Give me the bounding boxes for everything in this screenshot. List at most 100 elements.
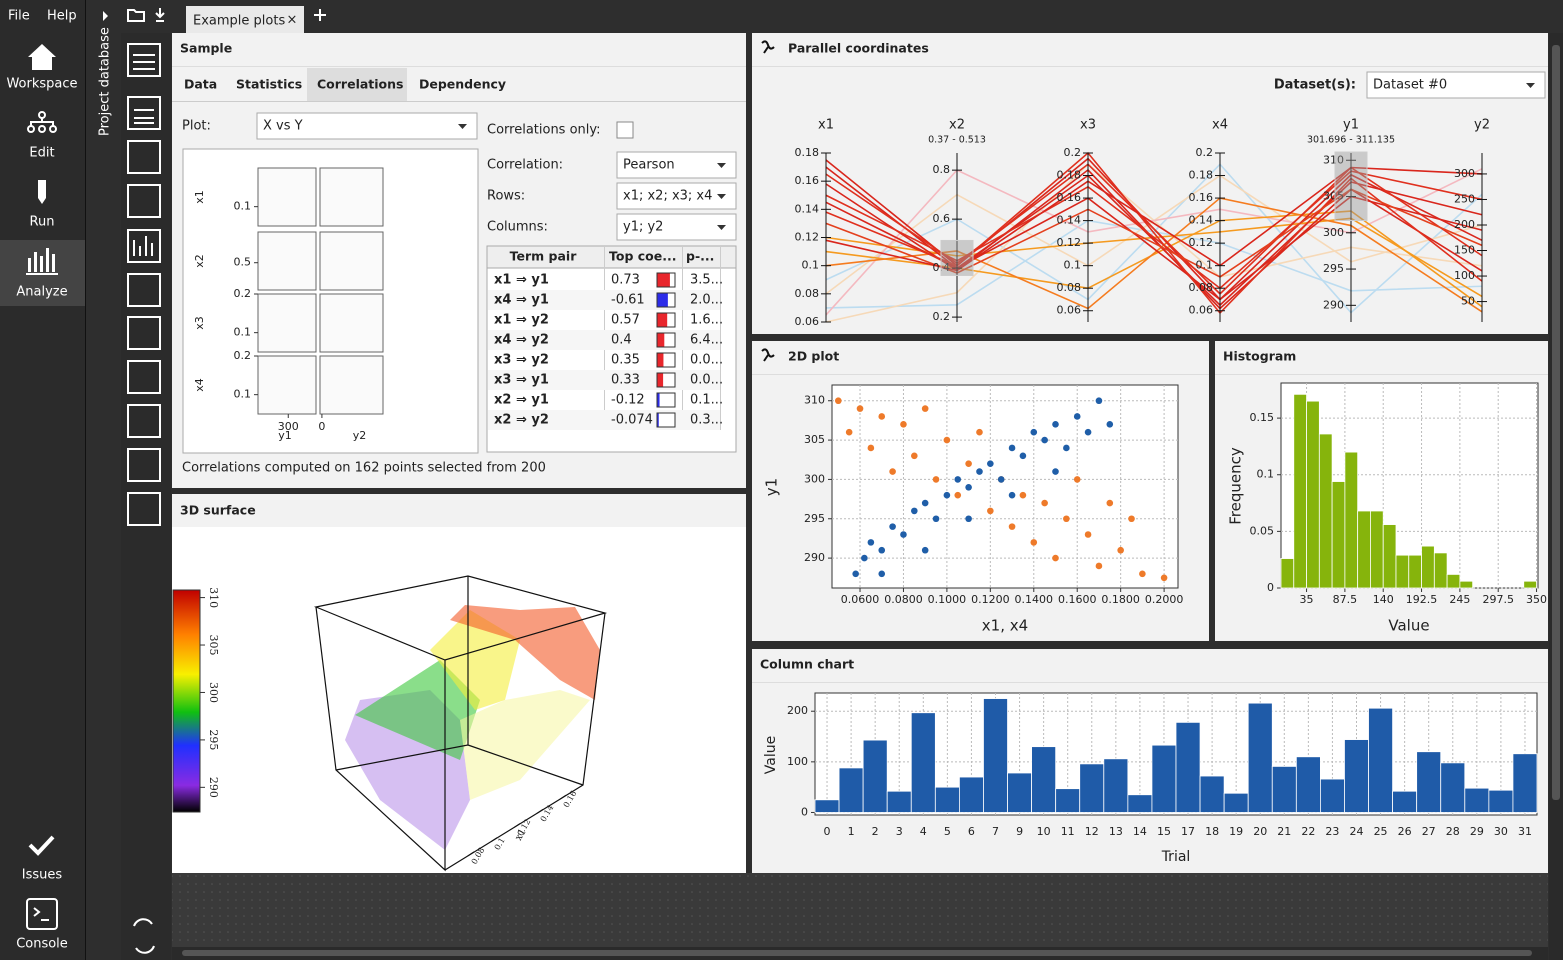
dropdown[interactable] [256, 112, 478, 140]
dropdown[interactable] [616, 151, 737, 179]
sidebar-label[interactable]: Console [16, 937, 68, 952]
sidebar [0, 0, 85, 960]
tab[interactable]: Dependency [419, 77, 506, 92]
document-tab[interactable] [186, 6, 304, 33]
pc-tick-label: 0.16 [1189, 191, 1214, 204]
pc-brush[interactable] [1334, 151, 1368, 221]
x-tick-label: 27 [1422, 825, 1436, 838]
surface-axis-label: x1 [513, 827, 529, 843]
x-tick-label: 11 [1061, 825, 1075, 838]
histogram-bar [1382, 524, 1397, 589]
histogram-bar [1433, 552, 1448, 589]
bar [1055, 788, 1081, 813]
pc-axis-name: x1 [818, 118, 834, 133]
tool-icon[interactable] [127, 492, 161, 526]
analyze-icon[interactable] [26, 248, 58, 275]
pc-tick-label: 0.06 [1057, 304, 1082, 317]
scatter-point [1073, 413, 1081, 420]
tab[interactable]: Correlations [317, 77, 403, 92]
pc-tick-label: 0.2 [1064, 146, 1082, 159]
pc-tick-label: 300 [1454, 167, 1475, 180]
scatter-point [878, 546, 886, 554]
v-scroll-thumb[interactable] [1552, 45, 1560, 800]
tool-icon[interactable] [127, 448, 161, 482]
coefficient: 0.73 [611, 273, 640, 288]
sidebar-label[interactable]: Edit [29, 146, 54, 161]
toolbar [121, 33, 171, 960]
project-database[interactable]: Project database [98, 27, 113, 136]
pc-tick-label: 0.12 [795, 231, 820, 244]
footer-text: Correlations computed on 162 points sele… [182, 461, 546, 476]
tool-icon[interactable] [127, 404, 161, 438]
dropdown-value: y1; y2 [623, 220, 663, 235]
dropdown[interactable] [616, 182, 737, 210]
sidebar-label[interactable]: Analyze [16, 285, 67, 300]
matrix-tick-label: 300 [278, 420, 299, 433]
checkbox[interactable] [616, 121, 634, 139]
x-tick-label: 5 [944, 825, 951, 838]
scatter-point [889, 468, 896, 475]
scatter-point [1106, 421, 1114, 428]
tab-close[interactable]: × [287, 13, 298, 28]
empty-area [172, 873, 1548, 947]
tool-icon[interactable] [127, 184, 161, 218]
p-value: 0.0... [690, 353, 723, 368]
scatter-point [1117, 546, 1124, 554]
tool-icon[interactable] [127, 360, 161, 394]
expand-arrow[interactable] [103, 11, 108, 21]
pc-line [825, 163, 1483, 295]
tab-title[interactable]: Example plots [193, 14, 285, 29]
scatter-point [911, 452, 918, 460]
menu-item[interactable]: Help [47, 9, 77, 24]
console-icon[interactable] [26, 898, 58, 930]
scatter-point [878, 570, 886, 578]
scatter-point [976, 428, 983, 436]
issues-icon[interactable] [28, 835, 55, 856]
pc-brush[interactable] [940, 239, 974, 276]
pc-tick-label: 0.6 [933, 212, 951, 225]
pc-tick-label: 0.08 [1057, 281, 1082, 294]
coef-bar [657, 333, 665, 347]
colorbar-label: 305 [207, 635, 220, 656]
x-tick-label: 0.1000 [928, 593, 967, 606]
bar [1151, 744, 1177, 813]
h-scroll-thumb[interactable] [182, 950, 1532, 956]
matrix-row-label: x2 [193, 254, 206, 268]
y-tick-label: 0.15 [1250, 411, 1275, 424]
run-icon[interactable] [38, 180, 46, 204]
dropdown-arrow [717, 225, 726, 230]
x-tick-label: 26 [1398, 825, 1412, 838]
x-tick-label: 12 [1085, 825, 1099, 838]
tool-icon[interactable] [127, 43, 161, 77]
menu-item[interactable]: File [8, 9, 30, 24]
x-tick-label: 6 [968, 825, 975, 838]
workspace-icon[interactable] [28, 44, 56, 70]
tool-icon[interactable] [127, 316, 161, 350]
refresh-icon[interactable] [133, 918, 155, 954]
sidebar-label[interactable]: Run [30, 215, 55, 230]
tab[interactable]: Statistics [236, 77, 302, 92]
p-value: 0.0... [690, 373, 723, 388]
tool-icon[interactable] [127, 229, 161, 263]
histogram-bar [1306, 400, 1320, 589]
tab[interactable]: Data [184, 77, 217, 92]
tool-icon[interactable] [127, 96, 161, 130]
top-icons[interactable] [127, 8, 326, 22]
dropdown[interactable] [616, 213, 737, 241]
tool-icon[interactable] [127, 273, 161, 307]
dropdown[interactable] [1366, 71, 1546, 99]
bar [814, 799, 840, 813]
sidebar-label[interactable]: Issues [22, 868, 63, 883]
histogram-bar [1318, 433, 1333, 589]
sidebar-label[interactable]: Workspace [6, 77, 77, 92]
edit-icon[interactable] [27, 111, 57, 133]
tool-icon[interactable] [127, 140, 161, 174]
bar [1416, 751, 1442, 813]
x-tick-label: 9 [1016, 825, 1023, 838]
term-pair: x3 ⇒ y2 [494, 353, 549, 368]
scatter-point [976, 468, 983, 475]
scatter-point [867, 444, 875, 452]
x-axis-label: Value [1388, 617, 1429, 635]
x-tick-label: 87.5 [1333, 593, 1358, 606]
dataset-label: Dataset(s): [1274, 78, 1356, 93]
